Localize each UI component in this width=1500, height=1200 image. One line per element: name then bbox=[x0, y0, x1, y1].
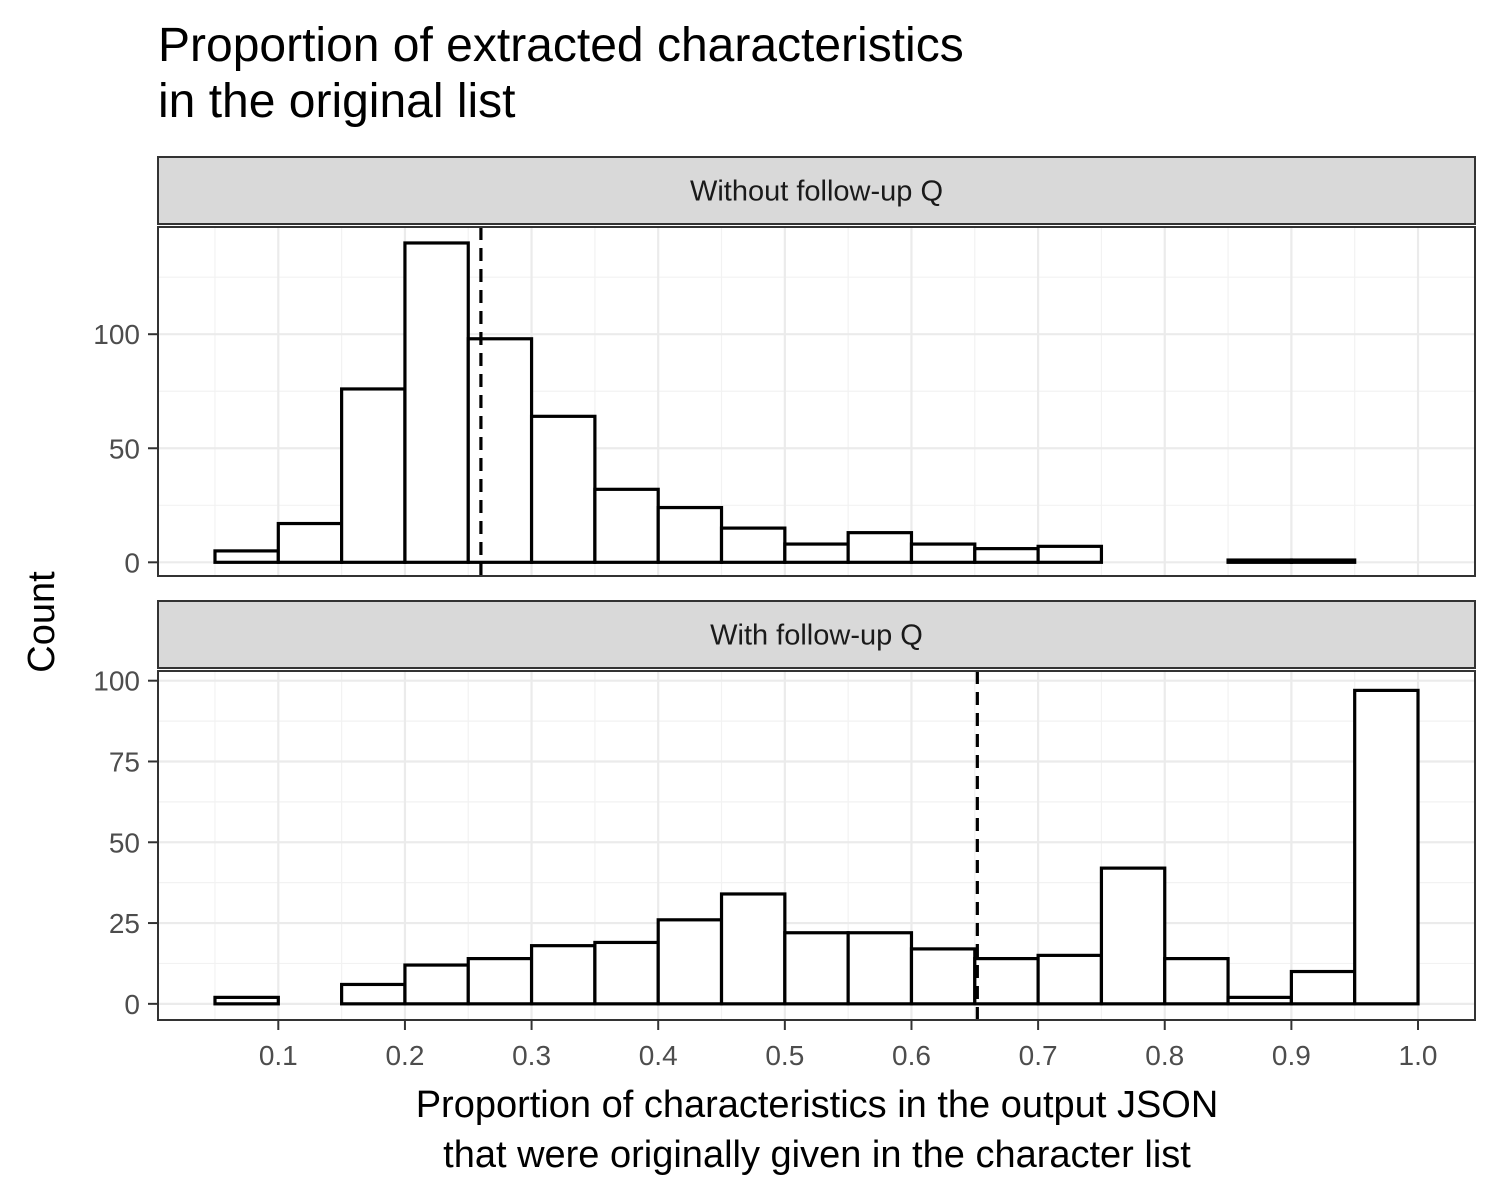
strip-label: Without follow-up Q bbox=[690, 176, 943, 208]
histogram-bar bbox=[593, 487, 660, 564]
histogram-bar bbox=[1353, 688, 1420, 1006]
histogram-bar bbox=[466, 337, 534, 564]
histogram-bar bbox=[403, 241, 470, 564]
histogram-bar bbox=[656, 505, 724, 564]
histogram-bar bbox=[973, 547, 1040, 564]
x-tick-label: 0.1 bbox=[259, 1040, 298, 1071]
histogram-bar bbox=[466, 957, 534, 1006]
histogram-bar bbox=[1163, 957, 1230, 1006]
x-axis-title-line-2: that were originally given in the charac… bbox=[443, 1134, 1191, 1176]
histogram-bar bbox=[783, 931, 850, 1006]
histogram-bar bbox=[1036, 953, 1104, 1006]
x-tick-label: 0.9 bbox=[1272, 1040, 1311, 1071]
histogram-bar bbox=[1289, 558, 1357, 564]
y-tick-label: 100 bbox=[93, 319, 140, 350]
histogram-bar bbox=[846, 931, 914, 1006]
strip-background bbox=[157, 156, 1476, 225]
y-tick-label: 50 bbox=[109, 827, 140, 858]
histogram-bar bbox=[656, 918, 724, 1006]
x-axis-title-line-1: Proportion of characteristics in the out… bbox=[416, 1084, 1219, 1126]
histogram-bar bbox=[1289, 969, 1357, 1006]
chart-title: Proportion of extracted characteristics … bbox=[158, 19, 964, 128]
histogram-bar bbox=[719, 526, 787, 564]
histogram-bar bbox=[403, 963, 470, 1006]
strip-label: With follow-up Q bbox=[710, 620, 923, 652]
x-tick-label: 0.2 bbox=[385, 1040, 424, 1071]
histogram-bar bbox=[276, 521, 344, 564]
histogram-bar bbox=[846, 531, 914, 564]
y-tick-label: 25 bbox=[109, 908, 140, 939]
strip-background bbox=[157, 600, 1476, 669]
y-tick-label: 75 bbox=[109, 746, 140, 777]
histogram-bar bbox=[213, 549, 280, 564]
histogram-bar bbox=[213, 995, 280, 1006]
x-tick-label: 0.8 bbox=[1145, 1040, 1184, 1071]
x-tick-label: 0.4 bbox=[639, 1040, 678, 1071]
panel-2: With follow-up Q 0 25 50 75 100 0.1 0.2 0.3 0.4 0.… bbox=[93, 600, 1476, 1071]
histogram-bar bbox=[529, 944, 597, 1006]
y-tick-label: 100 bbox=[93, 666, 140, 697]
histogram-bar bbox=[973, 957, 1040, 1006]
panel-border bbox=[157, 226, 1476, 577]
y-tick-label: 0 bbox=[124, 547, 140, 578]
histogram-bar bbox=[340, 982, 407, 1006]
histogram-bar bbox=[340, 387, 407, 564]
histogram-bar bbox=[909, 947, 977, 1006]
histogram-bar bbox=[719, 892, 787, 1006]
y-tick-label: 50 bbox=[109, 433, 140, 464]
x-tick-label: 0.3 bbox=[512, 1040, 551, 1071]
y-axis-title: Count bbox=[21, 571, 63, 673]
histogram-bar bbox=[909, 542, 977, 564]
histogram-bar bbox=[1226, 558, 1293, 564]
x-tick-label: 0.6 bbox=[892, 1040, 931, 1071]
x-tick-label: 0.7 bbox=[1019, 1040, 1058, 1071]
x-tick-label: 1.0 bbox=[1399, 1040, 1438, 1071]
histogram-bar bbox=[529, 414, 597, 564]
histogram-bar bbox=[1226, 995, 1293, 1006]
panel-border bbox=[157, 670, 1476, 1021]
histogram-bar bbox=[1099, 866, 1167, 1006]
x-tick-label: 0.5 bbox=[765, 1040, 804, 1071]
y-tick-label: 0 bbox=[124, 989, 140, 1020]
panel-1: Without follow-up Q 0 50 100 bbox=[93, 156, 1476, 578]
histogram-bar bbox=[593, 940, 660, 1006]
histogram-bar bbox=[1036, 544, 1104, 564]
histogram-bar bbox=[783, 542, 850, 564]
